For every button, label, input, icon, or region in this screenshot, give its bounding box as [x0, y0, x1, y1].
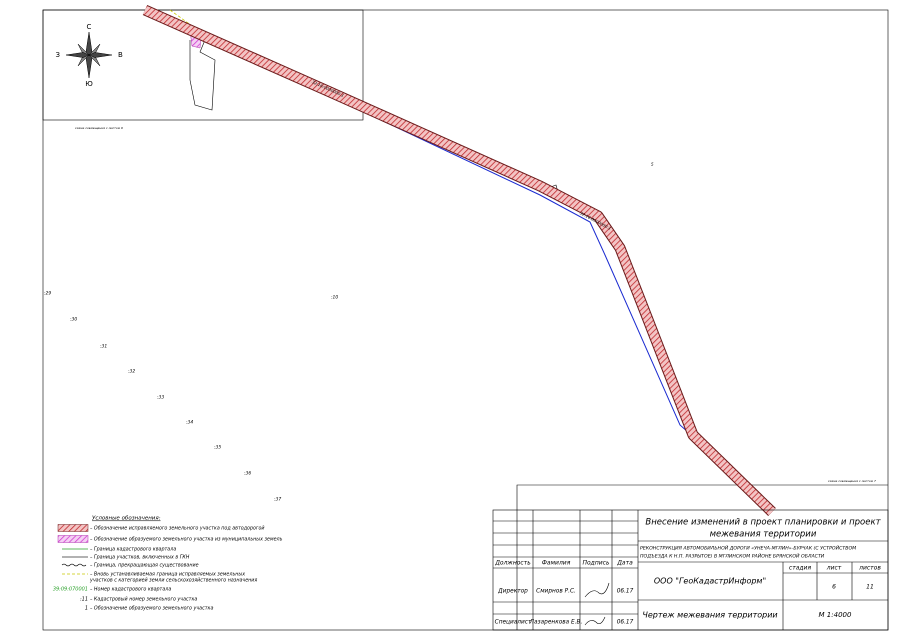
compass-label: В [118, 51, 123, 59]
parcel-label: :31 [100, 344, 107, 350]
road-outline [142, 4, 776, 516]
legend-sample: 39:09:070001 [53, 587, 88, 593]
legend-label: – Номер кадастрового квартала [90, 587, 171, 593]
signer-position: Специалист [495, 620, 532, 626]
column-header: Должность [494, 560, 531, 567]
legend-sample: :11 [80, 597, 88, 603]
signer-date: 06.17 [617, 589, 634, 595]
legend-label: – Граница, прекращающая существование [90, 563, 199, 569]
legend-label: – Обозначение образуемого земельного уча… [90, 606, 213, 612]
legend-swatch [57, 535, 89, 543]
column-header: Фамилия [542, 560, 571, 567]
road-parcel [143, 5, 776, 516]
signer-name: Смирнов Р.С. [536, 589, 576, 595]
title-block [492, 509, 889, 631]
inset-note: схема совмещения с листом 6 [75, 126, 123, 130]
drawing-title: межевания территории [710, 530, 817, 540]
parcel-label: :34 [186, 420, 193, 426]
compass-label: С [87, 23, 92, 31]
scale: М 1:4000 [819, 611, 852, 619]
organization: ООО "ГеоКадастрИнформ" [654, 577, 766, 586]
parcel-label: :33 [157, 395, 164, 401]
signer-position: Директор [497, 589, 528, 595]
legend-swatch [61, 563, 87, 567]
compass-label: Ю [85, 80, 93, 88]
legend-title: Условные обозначения: [92, 516, 161, 522]
signer-name: Лазаренкова Е.В. [529, 620, 583, 626]
parcel-label: :10 [331, 295, 338, 301]
legend-label: – Граница участков, включенных в ГКН [90, 555, 190, 561]
legend-label: – Вновь устанавливаемая граница исправля… [90, 572, 245, 578]
compass [65, 31, 113, 79]
legend-label: – Граница кадастрового квартала [90, 547, 176, 553]
signer-date: 06.17 [617, 620, 634, 626]
quarter-label: 5 [651, 162, 654, 167]
sheets-header: листов [858, 565, 881, 572]
compass-label: З [56, 51, 61, 59]
parcel-label: :32 [128, 369, 135, 375]
parcel-label: :37 [274, 497, 281, 503]
sheet-header: лист [826, 565, 842, 572]
legend-label: – Обозначение образуемого земельного уча… [90, 537, 283, 543]
parcel-label: :29 [44, 291, 51, 297]
legend-label: – Кадастровый номер земельного участка [90, 597, 197, 603]
inset-frame [42, 9, 364, 121]
drawing-title: Внесение изменений в проект планировки и… [645, 518, 881, 528]
signature [584, 582, 610, 598]
parcel-label: :30 [70, 317, 77, 323]
column-header: Подпись [583, 560, 610, 567]
sheet-count: 11 [866, 584, 874, 591]
inset-frame [516, 484, 888, 630]
legend-swatch [57, 524, 89, 532]
parcel-label: :35 [214, 445, 221, 451]
drawing-name: Чертеж межевания территории [642, 611, 777, 620]
signature [584, 616, 606, 626]
project-name: РЕКОНСТРУКЦИЯ АВТОМОБИЛЬНОЙ ДОРОГИ «УНЕЧ… [640, 545, 856, 552]
frame [42, 9, 889, 631]
inset-note: схема совмещения с листом 7 [828, 479, 876, 483]
legend-label: – Обозначение исправляемого земельного у… [90, 526, 265, 532]
parcel-label: :36 [244, 471, 251, 477]
cadastral-boundary [149, 9, 771, 506]
sheet-number: 6 [832, 584, 836, 591]
stage-header: стадия [789, 565, 812, 572]
project-name: ПОДЪЕЗДА К Н.П. РАЗРЫТОЕ) В МГЛИНСКОМ РА… [640, 553, 825, 560]
legend-sample: 1 [85, 606, 88, 612]
legend-label: участков с категорией земли сельскохозяй… [89, 578, 257, 584]
column-header: Дата [616, 560, 633, 567]
